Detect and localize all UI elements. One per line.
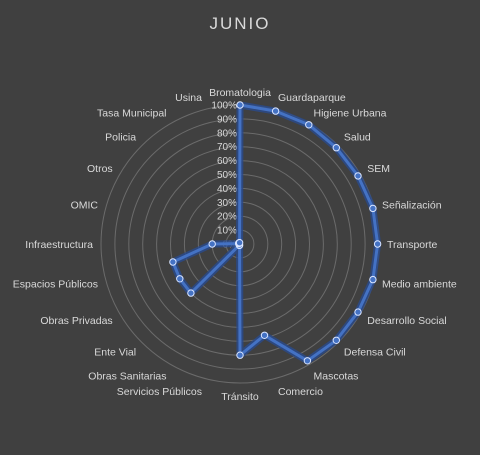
category-label: Guardaparque <box>278 92 346 104</box>
category-label: Servicios Públicos <box>117 386 202 398</box>
radial-tick-label: 30% <box>217 198 237 209</box>
category-label: Espacios Públicos <box>13 278 98 290</box>
data-point <box>305 121 313 129</box>
category-label: Policia <box>105 132 136 144</box>
category-label: Higiene Urbana <box>314 107 387 119</box>
data-point <box>176 275 184 283</box>
data-point <box>373 240 382 248</box>
category-label: Infraestructura <box>25 239 93 251</box>
category-label: Obras Privadas <box>40 315 112 327</box>
category-label: Tasa Municipal <box>97 107 166 119</box>
radial-tick-labels: 0%10%20%30%40%50%60%70%80%90%100% <box>211 101 237 251</box>
data-point <box>332 336 340 344</box>
category-label: Comercio <box>278 386 323 398</box>
data-point <box>332 144 340 152</box>
data-point <box>260 331 269 339</box>
category-label: Salud <box>344 132 371 144</box>
category-label: Transporte <box>387 239 438 251</box>
category-label: Usina <box>175 92 202 104</box>
radial-tick-label: 60% <box>217 156 237 167</box>
radial-tick-label: 80% <box>217 128 237 139</box>
data-point <box>236 351 244 359</box>
data-point <box>208 240 216 248</box>
radial-tick-label: 100% <box>211 101 237 112</box>
data-point <box>271 107 280 115</box>
chart-title: JUNIO <box>210 14 271 33</box>
category-labels: Bromatologia Guardaparque Higiene Urbana Sa… <box>13 87 457 403</box>
radial-tick-label: 70% <box>217 142 237 153</box>
category-label: Mascotas <box>314 371 359 383</box>
category-label: Obras Sanitarias <box>88 371 166 383</box>
data-point <box>354 308 362 316</box>
category-label: Bromatologia <box>209 87 271 99</box>
series-layer <box>169 101 382 365</box>
category-label: Defensa Civil <box>344 347 406 359</box>
category-label: OMIC <box>71 200 99 212</box>
category-label: Otros <box>87 163 113 175</box>
radial-tick-label: 20% <box>217 212 237 223</box>
category-label: SEM <box>367 163 390 175</box>
data-point <box>354 172 362 180</box>
data-point <box>369 204 377 213</box>
data-point <box>236 101 244 109</box>
radial-tick-label: 40% <box>217 184 237 195</box>
radial-tick-label: 10% <box>217 226 237 237</box>
data-point <box>369 275 377 284</box>
radial-tick-label: 90% <box>217 114 237 125</box>
category-label: Medio ambiente <box>382 278 457 290</box>
category-label: Tránsito <box>221 391 259 403</box>
category-label: Ente Vial <box>94 347 136 359</box>
data-point <box>169 258 177 266</box>
data-point <box>235 239 244 247</box>
data-point <box>187 289 195 297</box>
data-point <box>303 357 312 365</box>
category-label: Desarrollo Social <box>367 315 446 327</box>
radial-tick-label: 50% <box>217 170 237 181</box>
category-label: Señalización <box>382 200 442 212</box>
